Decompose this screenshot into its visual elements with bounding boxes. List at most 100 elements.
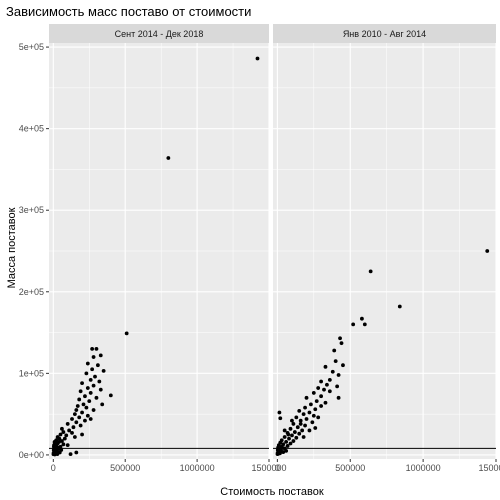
data-point [335, 384, 340, 389]
y-tick-label: 0e+00 [19, 450, 44, 460]
data-point [291, 439, 296, 443]
data-point [80, 410, 84, 415]
data-point [88, 391, 93, 395]
data-point [330, 369, 335, 374]
data-point [297, 408, 302, 413]
data-point [57, 436, 62, 441]
data-point [281, 450, 286, 454]
data-point [301, 412, 306, 417]
data-point [351, 322, 356, 327]
data-point [94, 346, 99, 351]
data-point [61, 442, 66, 447]
data-point [52, 452, 57, 457]
data-point [319, 394, 323, 399]
data-point [368, 269, 373, 274]
data-point [74, 450, 79, 455]
data-point [309, 402, 313, 407]
chart-title: Зависимость масс поставо от стоимости [6, 4, 251, 19]
x-tick-label: 1000000 [180, 463, 215, 473]
data-point [339, 341, 344, 346]
data-point [62, 436, 67, 441]
data-point [282, 435, 287, 439]
data-point [298, 422, 303, 426]
data-point [97, 379, 102, 384]
data-point [301, 435, 306, 439]
y-tick-label: 1e+05 [19, 368, 44, 378]
data-point [275, 452, 280, 457]
data-point [310, 420, 315, 425]
data-point [314, 399, 319, 403]
data-point [91, 355, 96, 359]
data-point [77, 415, 82, 420]
x-tick-label: 1500000 [251, 463, 286, 473]
data-point [319, 404, 323, 408]
data-point [362, 322, 367, 327]
data-point [64, 433, 69, 438]
data-point [71, 425, 76, 430]
grid [273, 43, 497, 459]
facet-panel: Сент 2014 - Дек 2018 [49, 24, 270, 459]
data-point [60, 426, 64, 431]
data-point [287, 436, 291, 441]
data-point [74, 420, 79, 425]
y-tick-label: 3e+05 [19, 205, 44, 215]
data-point [338, 336, 342, 341]
data-point [124, 331, 129, 336]
data-point [297, 431, 302, 436]
data-point [108, 393, 113, 398]
data-point [288, 441, 293, 446]
data-point [95, 363, 100, 368]
data-point [277, 410, 282, 415]
data-point [333, 359, 338, 364]
x-tick-label: 500000 [335, 463, 365, 473]
data-point [285, 444, 290, 448]
data-point [78, 423, 83, 428]
data-point [313, 426, 318, 430]
data-point [313, 407, 318, 412]
data-point [294, 415, 299, 420]
y-tick-label: 2e+05 [19, 287, 44, 297]
data-point [77, 397, 82, 402]
data-point [323, 400, 328, 405]
data-point [83, 418, 87, 423]
data-point [61, 430, 66, 434]
data-point [284, 439, 289, 444]
data-point [255, 56, 260, 61]
data-point [360, 316, 364, 321]
data-point [284, 448, 289, 453]
data-point [67, 428, 72, 433]
data-point [90, 367, 95, 372]
data-point [336, 395, 341, 400]
data-point [94, 395, 99, 400]
data-point [327, 377, 332, 382]
y-axis-ticks: 0e+00 1e+05 2e+05 3e+05 4e+05 5e+05 [19, 42, 49, 460]
data-point [322, 387, 326, 392]
data-point [91, 383, 96, 388]
data-point [286, 432, 291, 437]
data-point [52, 439, 57, 444]
data-point [81, 402, 86, 407]
facet-panel: Янв 2010 - Авг 2014 [273, 24, 497, 459]
data-point [51, 444, 56, 449]
data-point [87, 399, 92, 403]
data-point [80, 432, 84, 437]
data-point [59, 448, 64, 452]
data-point [290, 418, 294, 423]
data-point [58, 432, 63, 437]
data-point [78, 389, 83, 394]
data-point [91, 408, 96, 412]
data-point [75, 404, 80, 408]
data-point [323, 364, 328, 369]
y-tick-label: 5e+05 [19, 42, 44, 52]
facet-strip-label: Сент 2014 - Дек 2018 [115, 29, 204, 39]
data-point [290, 433, 294, 438]
x-tick-label: 1500000 [478, 463, 500, 473]
data-point [88, 377, 93, 382]
data-point [298, 418, 303, 423]
data-point [166, 156, 171, 160]
data-points [51, 56, 260, 457]
data-point [397, 304, 402, 309]
data-point [341, 363, 345, 368]
data-point [336, 373, 341, 377]
